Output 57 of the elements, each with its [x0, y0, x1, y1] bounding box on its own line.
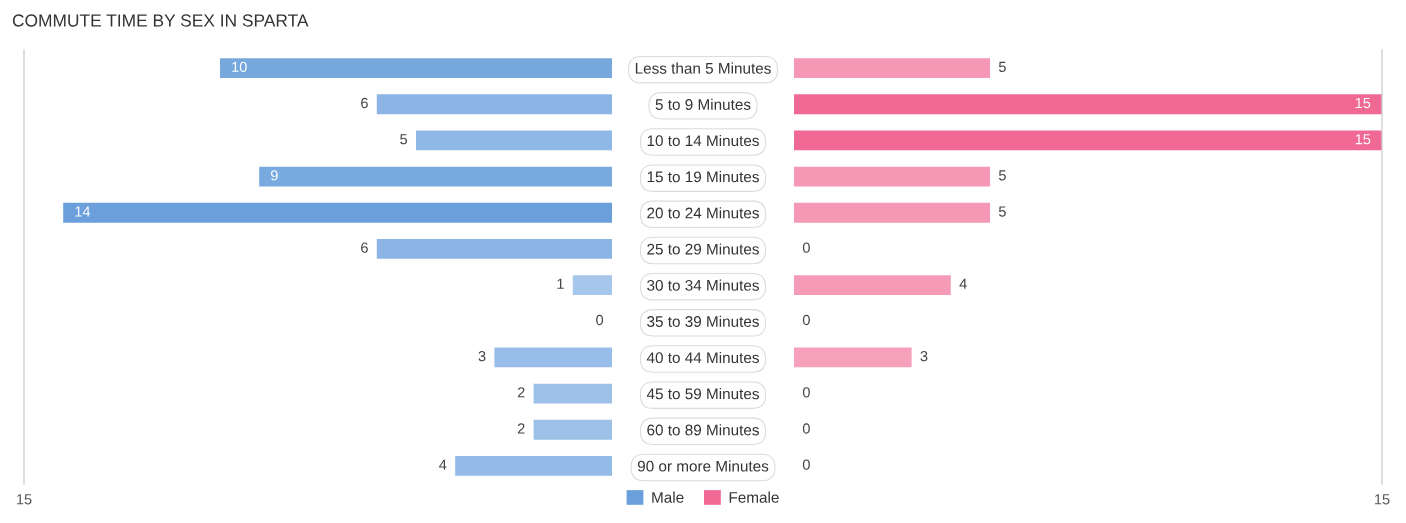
y-tick-label: 30 to 34 Minutes — [647, 279, 759, 291]
data-label: 0 — [596, 314, 604, 326]
data-label: 5 — [998, 206, 1006, 217]
y-tick-label: 60 to 89 Minutes — [647, 424, 759, 436]
y-tick-label: 20 to 24 Minutes — [647, 207, 759, 219]
y-tick-label: 45 to 59 Minutes — [646, 388, 759, 400]
bar — [220, 58, 612, 79]
data-label: 4 — [959, 278, 967, 289]
bar — [259, 166, 612, 187]
bar — [794, 130, 1382, 151]
chart-title: COMMUTE TIME BY SEX IN SPARTA — [12, 14, 309, 27]
bar — [376, 94, 612, 115]
bar — [533, 419, 612, 440]
y-tick-label: 15 to 19 Minutes — [647, 171, 759, 183]
bar — [572, 275, 612, 296]
bar — [63, 202, 612, 223]
bar — [416, 130, 612, 151]
y-tick-label: 5 to 9 Minutes — [655, 98, 751, 110]
data-label: 0 — [802, 423, 810, 434]
data-label: 4 — [439, 459, 447, 470]
data-label: 2 — [517, 423, 525, 434]
data-label: 3 — [478, 351, 486, 362]
bar — [794, 275, 951, 296]
data-label: 5 — [400, 134, 408, 145]
data-label: 10 — [232, 61, 247, 72]
y-tick-label: 90 or more Minutes — [637, 460, 769, 472]
data-label: 15 — [1355, 134, 1371, 145]
data-label: 15 — [1355, 97, 1371, 109]
bar — [794, 58, 990, 79]
bar — [794, 94, 1382, 115]
legend-label: Male — [652, 491, 684, 503]
data-label: 5 — [998, 170, 1006, 181]
bar — [794, 347, 912, 368]
data-label: 0 — [802, 242, 810, 253]
data-label: 6 — [361, 242, 368, 253]
bar — [794, 166, 990, 187]
data-label: 14 — [75, 206, 91, 217]
data-label: 0 — [802, 459, 810, 470]
data-label: 0 — [802, 387, 810, 398]
legend-label: Female — [729, 491, 779, 503]
data-label: 0 — [802, 314, 810, 326]
data-label: 2 — [517, 387, 525, 398]
data-label: 6 — [361, 97, 368, 109]
bar — [455, 455, 612, 476]
data-label: 1 — [557, 278, 564, 289]
y-tick-label: 35 to 39 Minutes — [647, 315, 759, 327]
bar — [494, 347, 612, 368]
bar — [376, 238, 612, 259]
data-label: 9 — [270, 170, 278, 181]
y-tick-label: 25 to 29 Minutes — [647, 243, 759, 255]
bar — [794, 202, 990, 223]
data-label: 5 — [998, 61, 1006, 72]
bar — [533, 383, 612, 404]
y-tick-label: 40 to 44 Minutes — [646, 351, 759, 364]
data-label: 3 — [920, 351, 928, 362]
y-tick-label: Less than 5 Minutes — [635, 62, 771, 74]
y-tick-label: 10 to 14 Minutes — [647, 134, 759, 147]
